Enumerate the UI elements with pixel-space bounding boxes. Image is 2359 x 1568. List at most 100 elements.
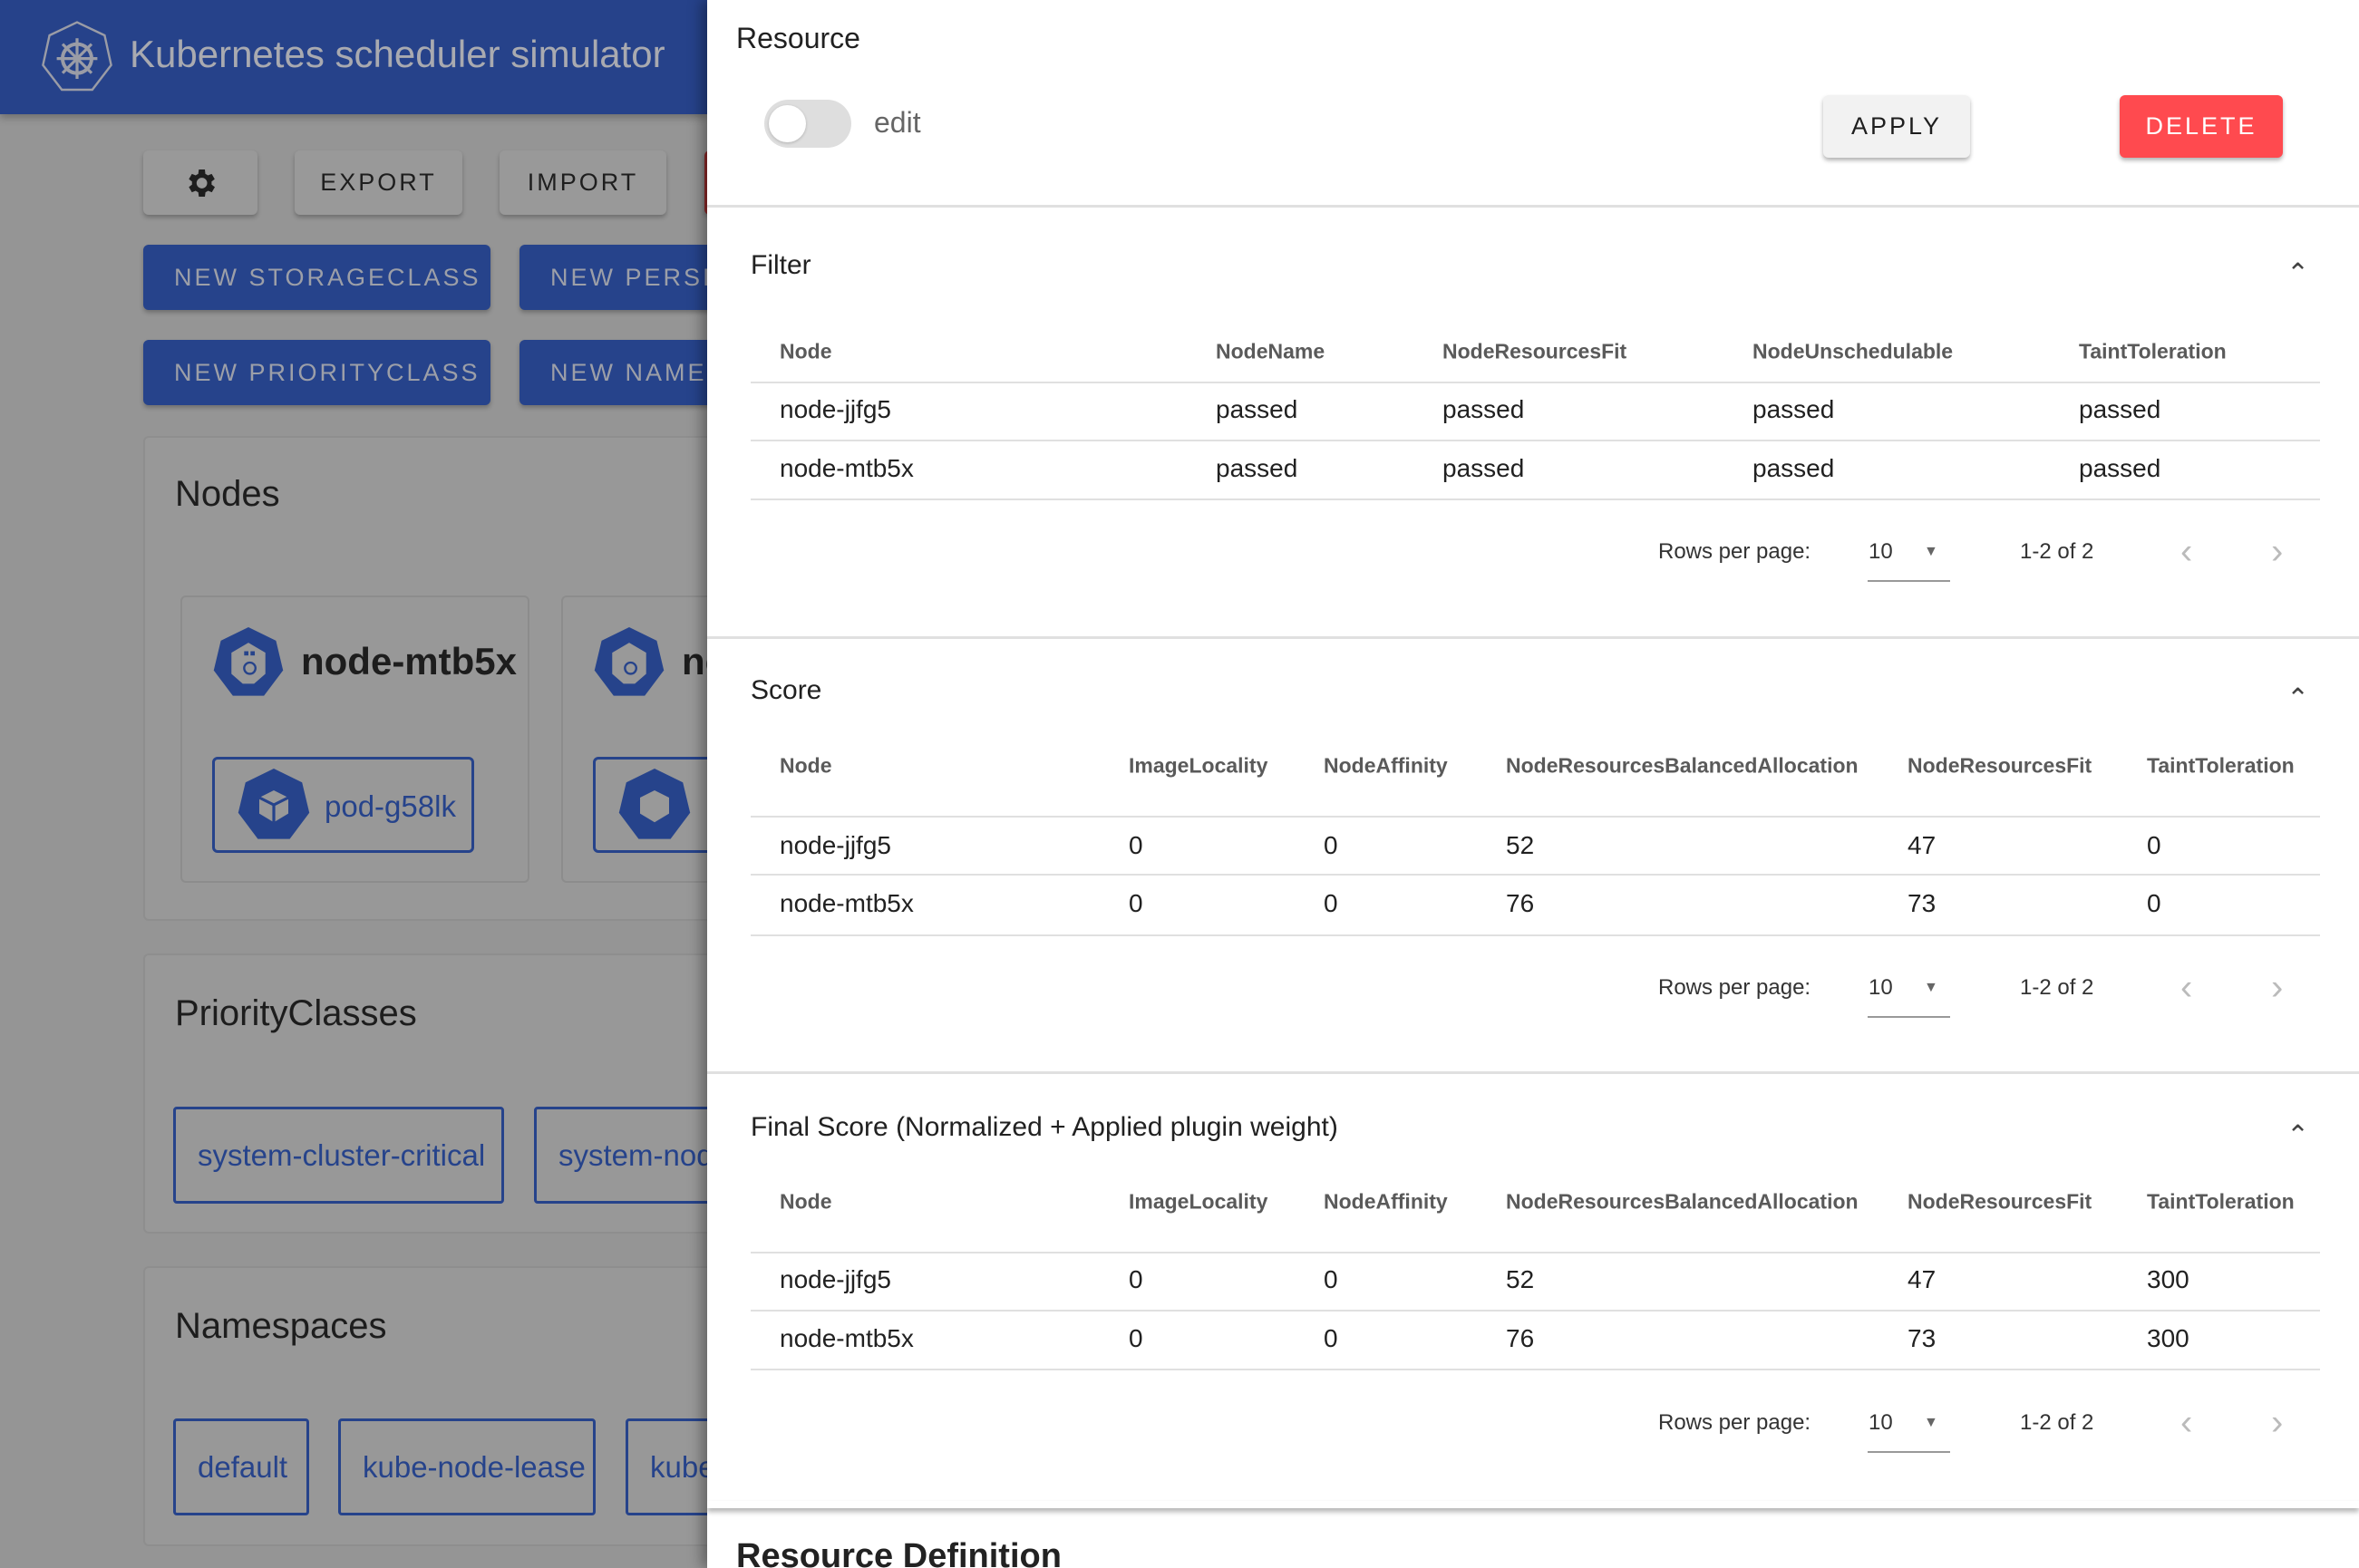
column-header[interactable]: NodeResourcesFit — [1442, 339, 1627, 363]
app-bar: Kubernetes scheduler simulator — [0, 0, 707, 114]
node-icon — [213, 627, 284, 696]
dropdown-arrow-icon[interactable]: ▼ — [1924, 544, 1938, 559]
table-cell: 73 — [1908, 889, 1937, 917]
import-button[interactable]: IMPORT — [500, 150, 666, 215]
collapse-chevron-icon[interactable]: ⌃ — [2286, 1120, 2310, 1151]
column-header[interactable]: Node — [780, 753, 832, 778]
column-header[interactable]: TaintToleration — [2147, 1189, 2295, 1214]
prev-page-icon[interactable]: ‹ — [2180, 967, 2193, 1008]
new-persistentvolume-button[interactable]: NEW PERSIS — [519, 245, 737, 310]
section-title: Filter — [751, 250, 811, 280]
column-header[interactable]: NodeAffinity — [1324, 753, 1448, 778]
table-cell: 73 — [1908, 1324, 1937, 1352]
prev-page-icon[interactable]: ‹ — [2180, 1402, 2193, 1443]
cell-node: node-jjfg5 — [780, 831, 891, 859]
table-cell: passed — [1216, 454, 1298, 482]
rows-per-page-select[interactable]: 10 — [1869, 975, 1893, 1000]
result-sections: Filter ⌃ Node NodeName NodeResourcesFit NodeU… — [707, 0, 2359, 1568]
dropdown-arrow-icon[interactable]: ▼ — [1924, 980, 1938, 995]
namespaces-title: Namespaces — [175, 1306, 387, 1346]
column-header[interactable]: Node — [780, 339, 832, 363]
priorityclasses-card: PriorityClasses — [143, 953, 778, 1234]
column-header[interactable]: ImageLocality — [1129, 1189, 1268, 1214]
settings-button[interactable] — [143, 150, 257, 215]
table-cell: 300 — [2147, 1324, 2189, 1352]
new-namespace-button[interactable]: NEW NAMES — [519, 340, 737, 405]
kubernetes-helm-icon — [42, 21, 112, 92]
next-page-icon[interactable]: › — [2271, 1402, 2284, 1443]
column-header[interactable]: NodeAffinity — [1324, 1189, 1448, 1214]
cell-node: node-jjfg5 — [780, 395, 891, 423]
column-header[interactable]: NodeResourcesFit — [1908, 753, 2092, 778]
namespace-chip[interactable]: default — [173, 1418, 309, 1515]
table-cell: 0 — [1129, 889, 1143, 917]
new-storageclass-button[interactable]: NEW STORAGECLASS — [143, 245, 490, 310]
collapse-chevron-icon[interactable]: ⌃ — [2286, 683, 2310, 714]
column-header[interactable]: TaintToleration — [2147, 753, 2295, 778]
table-cell: 52 — [1506, 1265, 1535, 1293]
table-cell: 0 — [1324, 1324, 1338, 1352]
priorityclasses-title: PriorityClasses — [175, 993, 417, 1033]
pagination-range: 1-2 of 2 — [2020, 975, 2094, 1000]
table-cell: 52 — [1506, 831, 1535, 859]
node-card[interactable]: node-mtb5x — [180, 595, 529, 883]
row-divider — [751, 440, 2320, 441]
cell-node: node-mtb5x — [780, 454, 914, 482]
delete-button[interactable]: DELETE — [2120, 95, 2283, 158]
table-cell: passed — [1442, 454, 1525, 482]
next-page-icon[interactable]: › — [2271, 967, 2284, 1008]
toggle-knob — [769, 105, 806, 142]
table-cell: 0 — [1324, 831, 1338, 859]
rows-per-page-label: Rows per page: — [1658, 1410, 1811, 1435]
column-header[interactable]: TaintToleration — [2079, 339, 2227, 363]
column-header[interactable]: NodeUnschedulable — [1752, 339, 1954, 363]
priorityclass-chip[interactable]: system-cluster-critical — [173, 1107, 504, 1204]
apply-button[interactable]: APPLY — [1823, 95, 1970, 158]
column-header[interactable]: Node — [780, 1189, 832, 1214]
table-cell: 0 — [1129, 831, 1143, 859]
collapse-chevron-icon[interactable]: ⌃ — [2286, 258, 2310, 289]
rows-per-page-select[interactable]: 10 — [1869, 1410, 1893, 1435]
pagination-range: 1-2 of 2 — [2020, 539, 2094, 564]
node-name: node-mtb5x — [301, 640, 518, 682]
priorityclass-chip[interactable]: system-nod — [534, 1107, 733, 1204]
pod-chip[interactable]: pod-g58lk — [212, 757, 474, 853]
nodes-title: Nodes — [175, 474, 280, 514]
export-button[interactable]: EXPORT — [295, 150, 462, 215]
node-icon — [594, 627, 665, 696]
rows-per-page-label: Rows per page: — [1658, 975, 1811, 1000]
table-cell: 0 — [2147, 889, 2161, 917]
row-divider — [751, 874, 2320, 876]
dropdown-arrow-icon[interactable]: ▼ — [1924, 1415, 1938, 1430]
new-priorityclass-button[interactable]: NEW PRIORITYCLASS — [143, 340, 490, 405]
resource-definition-title: Resource Definition — [736, 1537, 1062, 1568]
panel-title: Resource — [736, 22, 860, 54]
rows-per-page-label: Rows per page: — [1658, 539, 1811, 564]
table-cell: passed — [1752, 454, 1835, 482]
edit-toggle[interactable] — [764, 100, 851, 148]
namespaces-card: Namespaces — [143, 1266, 778, 1546]
table-cell: 0 — [1324, 889, 1338, 917]
column-header[interactable]: NodeResourcesBalancedAllocation — [1506, 753, 1859, 778]
header-divider — [751, 1252, 2320, 1253]
rows-per-page-select[interactable]: 10 — [1869, 539, 1893, 564]
prev-page-icon[interactable]: ‹ — [2180, 531, 2193, 572]
table-cell: 0 — [1129, 1265, 1143, 1293]
column-header[interactable]: NodeName — [1216, 339, 1325, 363]
column-header[interactable]: NodeResourcesBalancedAllocation — [1506, 1189, 1859, 1214]
column-header[interactable]: NodeResourcesFit — [1908, 1189, 2092, 1214]
next-page-icon[interactable]: › — [2271, 531, 2284, 572]
select-underline — [1868, 1016, 1950, 1018]
row-divider — [751, 934, 2320, 936]
pod-name: pod-g58lk — [325, 789, 456, 823]
table-cell: 47 — [1908, 831, 1937, 859]
row-divider — [751, 498, 2320, 500]
card-bottom-edge — [707, 1501, 2359, 1508]
column-header[interactable]: ImageLocality — [1129, 753, 1268, 778]
table-cell: passed — [1752, 395, 1835, 423]
cell-node: node-jjfg5 — [780, 1265, 891, 1293]
section-divider — [707, 636, 2359, 639]
table-cell: passed — [2079, 395, 2161, 423]
header-divider — [751, 382, 2320, 383]
namespace-chip[interactable]: kube-node-lease — [338, 1418, 596, 1515]
